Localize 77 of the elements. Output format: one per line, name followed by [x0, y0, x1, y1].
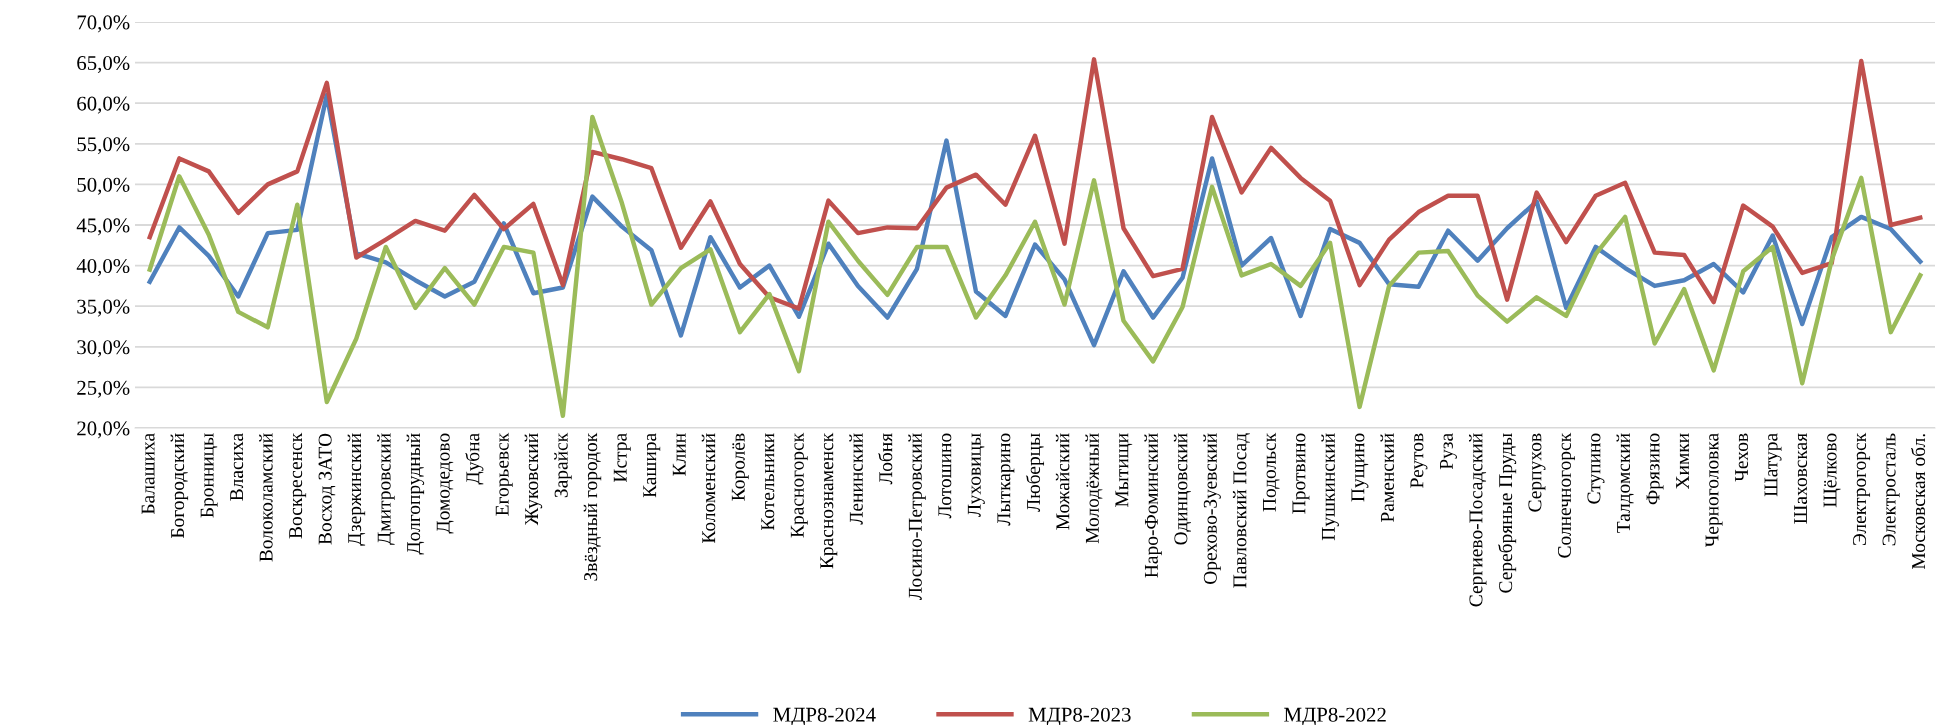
- x-tick-label: Клин: [672, 433, 686, 476]
- x-tick-label: Егорьевск: [495, 432, 513, 516]
- legend-label: МДР8-2022: [1284, 707, 1386, 725]
- x-tick-label: Домодедово: [436, 433, 454, 534]
- x-tick-label: Одинцовский: [1173, 433, 1191, 545]
- y-tick-label: 60,0%: [77, 96, 130, 114]
- x-tick-label: Дзержинский: [347, 433, 366, 546]
- x-tick-label: Коломенский: [701, 433, 716, 544]
- x-tick-label: Лосино-Петровский: [908, 433, 926, 601]
- x-tick-label: Богородский: [170, 433, 189, 539]
- x-tick-label: Электросталь: [1882, 433, 1900, 546]
- x-tick-label: Волоколамский: [259, 433, 273, 562]
- x-tick-label: Реутов: [1410, 433, 1428, 488]
- x-tick-label: Орехово-Зуевский: [1203, 433, 1221, 584]
- x-tick-label: Руза: [1440, 433, 1457, 470]
- x-tick-label: Раменский: [1380, 433, 1394, 522]
- legend-label: МДР8-2023: [1028, 707, 1131, 725]
- x-tick-label: Фрязино: [1646, 433, 1664, 505]
- x-tick-label: Московская обл.: [1911, 434, 1926, 570]
- x-tick-label: Воскресенск: [289, 432, 307, 539]
- x-tick-label: Краснознаменск: [820, 432, 838, 569]
- x-tick-label: Истра: [613, 433, 631, 483]
- x-tick-label: Лобня: [878, 433, 893, 485]
- y-tick-label: 35,0%: [77, 299, 130, 317]
- x-tick-label: Бронницы: [200, 433, 218, 518]
- x-tick-label: Балашиха: [141, 433, 155, 515]
- x-tick-label: Можайский: [1055, 433, 1070, 530]
- x-tick-label: Талдомский: [1616, 433, 1634, 533]
- x-tick-label: Звёздный городок: [583, 432, 602, 581]
- x-tick-label: Щёлково: [1823, 433, 1841, 508]
- x-tick-label: Жуковский: [524, 433, 543, 526]
- x-tick-label: Черноголовка: [1705, 433, 1723, 548]
- y-tick-label: 25,0%: [77, 380, 130, 398]
- x-tick-label: Наро-Фоминский: [1144, 433, 1162, 578]
- y-tick-label: 65,0%: [77, 55, 130, 74]
- x-tick-label: Шаховская: [1794, 433, 1808, 524]
- x-tick-label: Сергиево-Посадский: [1468, 433, 1487, 607]
- x-tick-label: Лыткарино: [997, 433, 1015, 526]
- x-tick-label: Мытищи: [1115, 433, 1133, 507]
- y-tick-label: 70,0%: [77, 15, 130, 33]
- x-tick-label: Молодёжный: [1085, 433, 1103, 544]
- x-tick-label: Чехов: [1735, 433, 1749, 482]
- y-tick-label: 30,0%: [77, 340, 130, 358]
- x-tick-label: Лотошино: [938, 433, 952, 519]
- x-tick-label: Протвино: [1292, 433, 1310, 514]
- legend-label: МДР8-2024: [773, 707, 876, 725]
- x-tick-label: Шатура: [1764, 433, 1782, 497]
- x-tick-label: Долгопрудный: [406, 433, 425, 555]
- y-tick-label: 50,0%: [77, 177, 130, 195]
- x-tick-label: Восход ЗАТО: [318, 433, 336, 545]
- x-tick-label: Королёв: [731, 433, 749, 501]
- x-tick-label: Кашира: [643, 433, 661, 498]
- y-tick-label: 55,0%: [77, 137, 130, 155]
- y-tick-label: 45,0%: [76, 218, 130, 236]
- x-tick-label: Власиха: [230, 433, 244, 501]
- x-tick-label: Подольск: [1263, 432, 1280, 512]
- x-tick-label: Зарайск: [554, 432, 572, 498]
- y-tick-label: 40,0%: [76, 258, 130, 277]
- x-tick-label: Ленинский: [849, 433, 863, 525]
- x-tick-label: Люберцы: [1025, 433, 1045, 512]
- x-tick-label: Ступино: [1587, 433, 1605, 504]
- x-tick-label: Луховицы: [967, 433, 985, 517]
- x-tick-label: Пушкинский: [1321, 433, 1339, 541]
- x-tick-label: Серпухов: [1528, 433, 1546, 512]
- line-series: [147, 114, 1923, 419]
- x-tick-label: Пущино: [1351, 433, 1369, 502]
- x-tick-label: Серебряные Пруды: [1498, 433, 1517, 593]
- x-tick-label: Электрогорск: [1853, 432, 1871, 546]
- x-tick-label: Дубна: [465, 433, 484, 485]
- line-series: [147, 57, 1923, 311]
- x-tick-label: Котельники: [761, 433, 775, 531]
- x-tick-label: Солнечногорск: [1557, 432, 1575, 558]
- x-tick-label: Красногорск: [790, 432, 808, 538]
- y-tick-label: 20,0%: [77, 421, 130, 439]
- x-tick-label: Дмитровский: [377, 433, 395, 545]
- x-tick-label: Химки: [1676, 433, 1689, 490]
- x-tick-label: Павловский Посад: [1232, 433, 1250, 588]
